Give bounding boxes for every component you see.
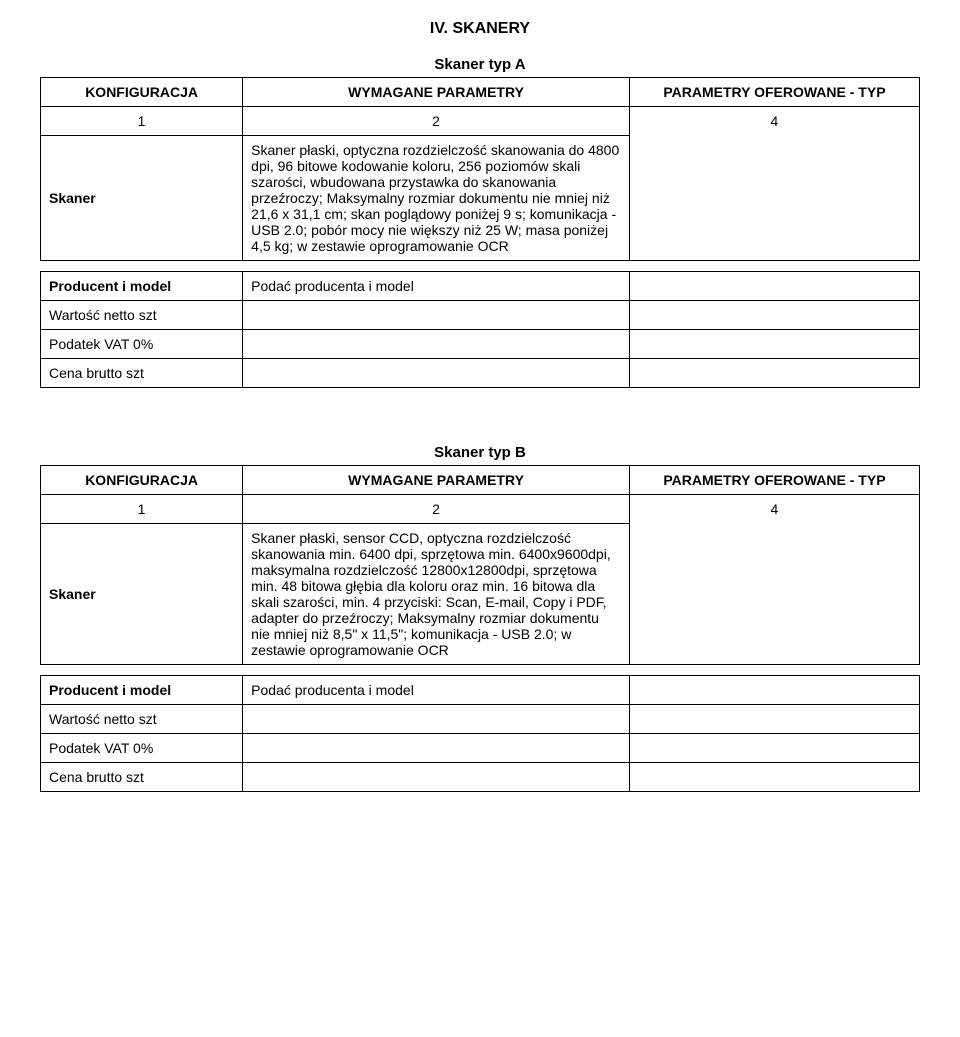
- table-row: Podatek VAT 0%: [41, 330, 920, 359]
- table-header-row: KONFIGURACJA WYMAGANE PARAMETRY PARAMETR…: [41, 78, 920, 107]
- table-row: Cena brutto szt: [41, 359, 920, 388]
- empty-cell: [629, 272, 919, 301]
- table-number-row: 1 2 4: [41, 107, 920, 136]
- header-col1: KONFIGURACJA: [41, 466, 243, 495]
- producer-label: Producent i model: [41, 676, 243, 705]
- empty-cell: [629, 301, 919, 330]
- empty-cell: [629, 676, 919, 705]
- empty-cell: [629, 763, 919, 792]
- num-col2: 2: [243, 107, 630, 136]
- num-col3: 4: [629, 495, 919, 665]
- table-row: Wartość netto szt: [41, 705, 920, 734]
- empty-cell: [243, 705, 630, 734]
- header-col2: WYMAGANE PARAMETRY: [243, 466, 630, 495]
- producer-value: Podać producenta i model: [243, 272, 630, 301]
- empty-cell: [243, 734, 630, 763]
- table-row: Producent i model Podać producenta i mod…: [41, 676, 920, 705]
- table-row: Producent i model Podać producenta i mod…: [41, 272, 920, 301]
- producer-label: Producent i model: [41, 272, 243, 301]
- net-value-label: Wartość netto szt: [41, 705, 243, 734]
- table-row: Wartość netto szt: [41, 301, 920, 330]
- scanner-a-footer-table: Producent i model Podać producenta i mod…: [40, 271, 920, 388]
- table-header-row: KONFIGURACJA WYMAGANE PARAMETRY PARAMETR…: [41, 466, 920, 495]
- table-number-row: 1 2 4: [41, 495, 920, 524]
- producer-value: Podać producenta i model: [243, 676, 630, 705]
- scanner-a-title: Skaner typ A: [40, 56, 920, 73]
- empty-cell: [243, 301, 630, 330]
- empty-cell: [629, 705, 919, 734]
- empty-cell: [629, 359, 919, 388]
- page-title: IV. SKANERY: [40, 20, 920, 38]
- header-col2: WYMAGANE PARAMETRY: [243, 78, 630, 107]
- net-value-label: Wartość netto szt: [41, 301, 243, 330]
- vat-label: Podatek VAT 0%: [41, 734, 243, 763]
- num-col2: 2: [243, 495, 630, 524]
- spec-cell: Skaner płaski, sensor CCD, optyczna rozd…: [243, 524, 630, 665]
- gross-label: Cena brutto szt: [41, 359, 243, 388]
- empty-cell: [629, 330, 919, 359]
- gross-label: Cena brutto szt: [41, 763, 243, 792]
- empty-cell: [243, 359, 630, 388]
- num-col1: 1: [41, 107, 243, 136]
- scanner-b-title: Skaner typ B: [40, 444, 920, 461]
- spec-cell: Skaner płaski, optyczna rozdzielczość sk…: [243, 136, 630, 261]
- vat-label: Podatek VAT 0%: [41, 330, 243, 359]
- num-col1: 1: [41, 495, 243, 524]
- empty-cell: [629, 734, 919, 763]
- scanner-a-spec-table: KONFIGURACJA WYMAGANE PARAMETRY PARAMETR…: [40, 77, 920, 261]
- spec-row-label: Skaner: [41, 136, 243, 261]
- table-row: Cena brutto szt: [41, 763, 920, 792]
- num-col3: 4: [629, 107, 919, 261]
- spec-row-label: Skaner: [41, 524, 243, 665]
- scanner-b-footer-table: Producent i model Podać producenta i mod…: [40, 675, 920, 792]
- header-col3: PARAMETRY OFEROWANE - TYP: [629, 78, 919, 107]
- scanner-b-spec-table: KONFIGURACJA WYMAGANE PARAMETRY PARAMETR…: [40, 465, 920, 665]
- header-col3: PARAMETRY OFEROWANE - TYP: [629, 466, 919, 495]
- empty-cell: [243, 763, 630, 792]
- table-row: Podatek VAT 0%: [41, 734, 920, 763]
- header-col1: KONFIGURACJA: [41, 78, 243, 107]
- empty-cell: [243, 330, 630, 359]
